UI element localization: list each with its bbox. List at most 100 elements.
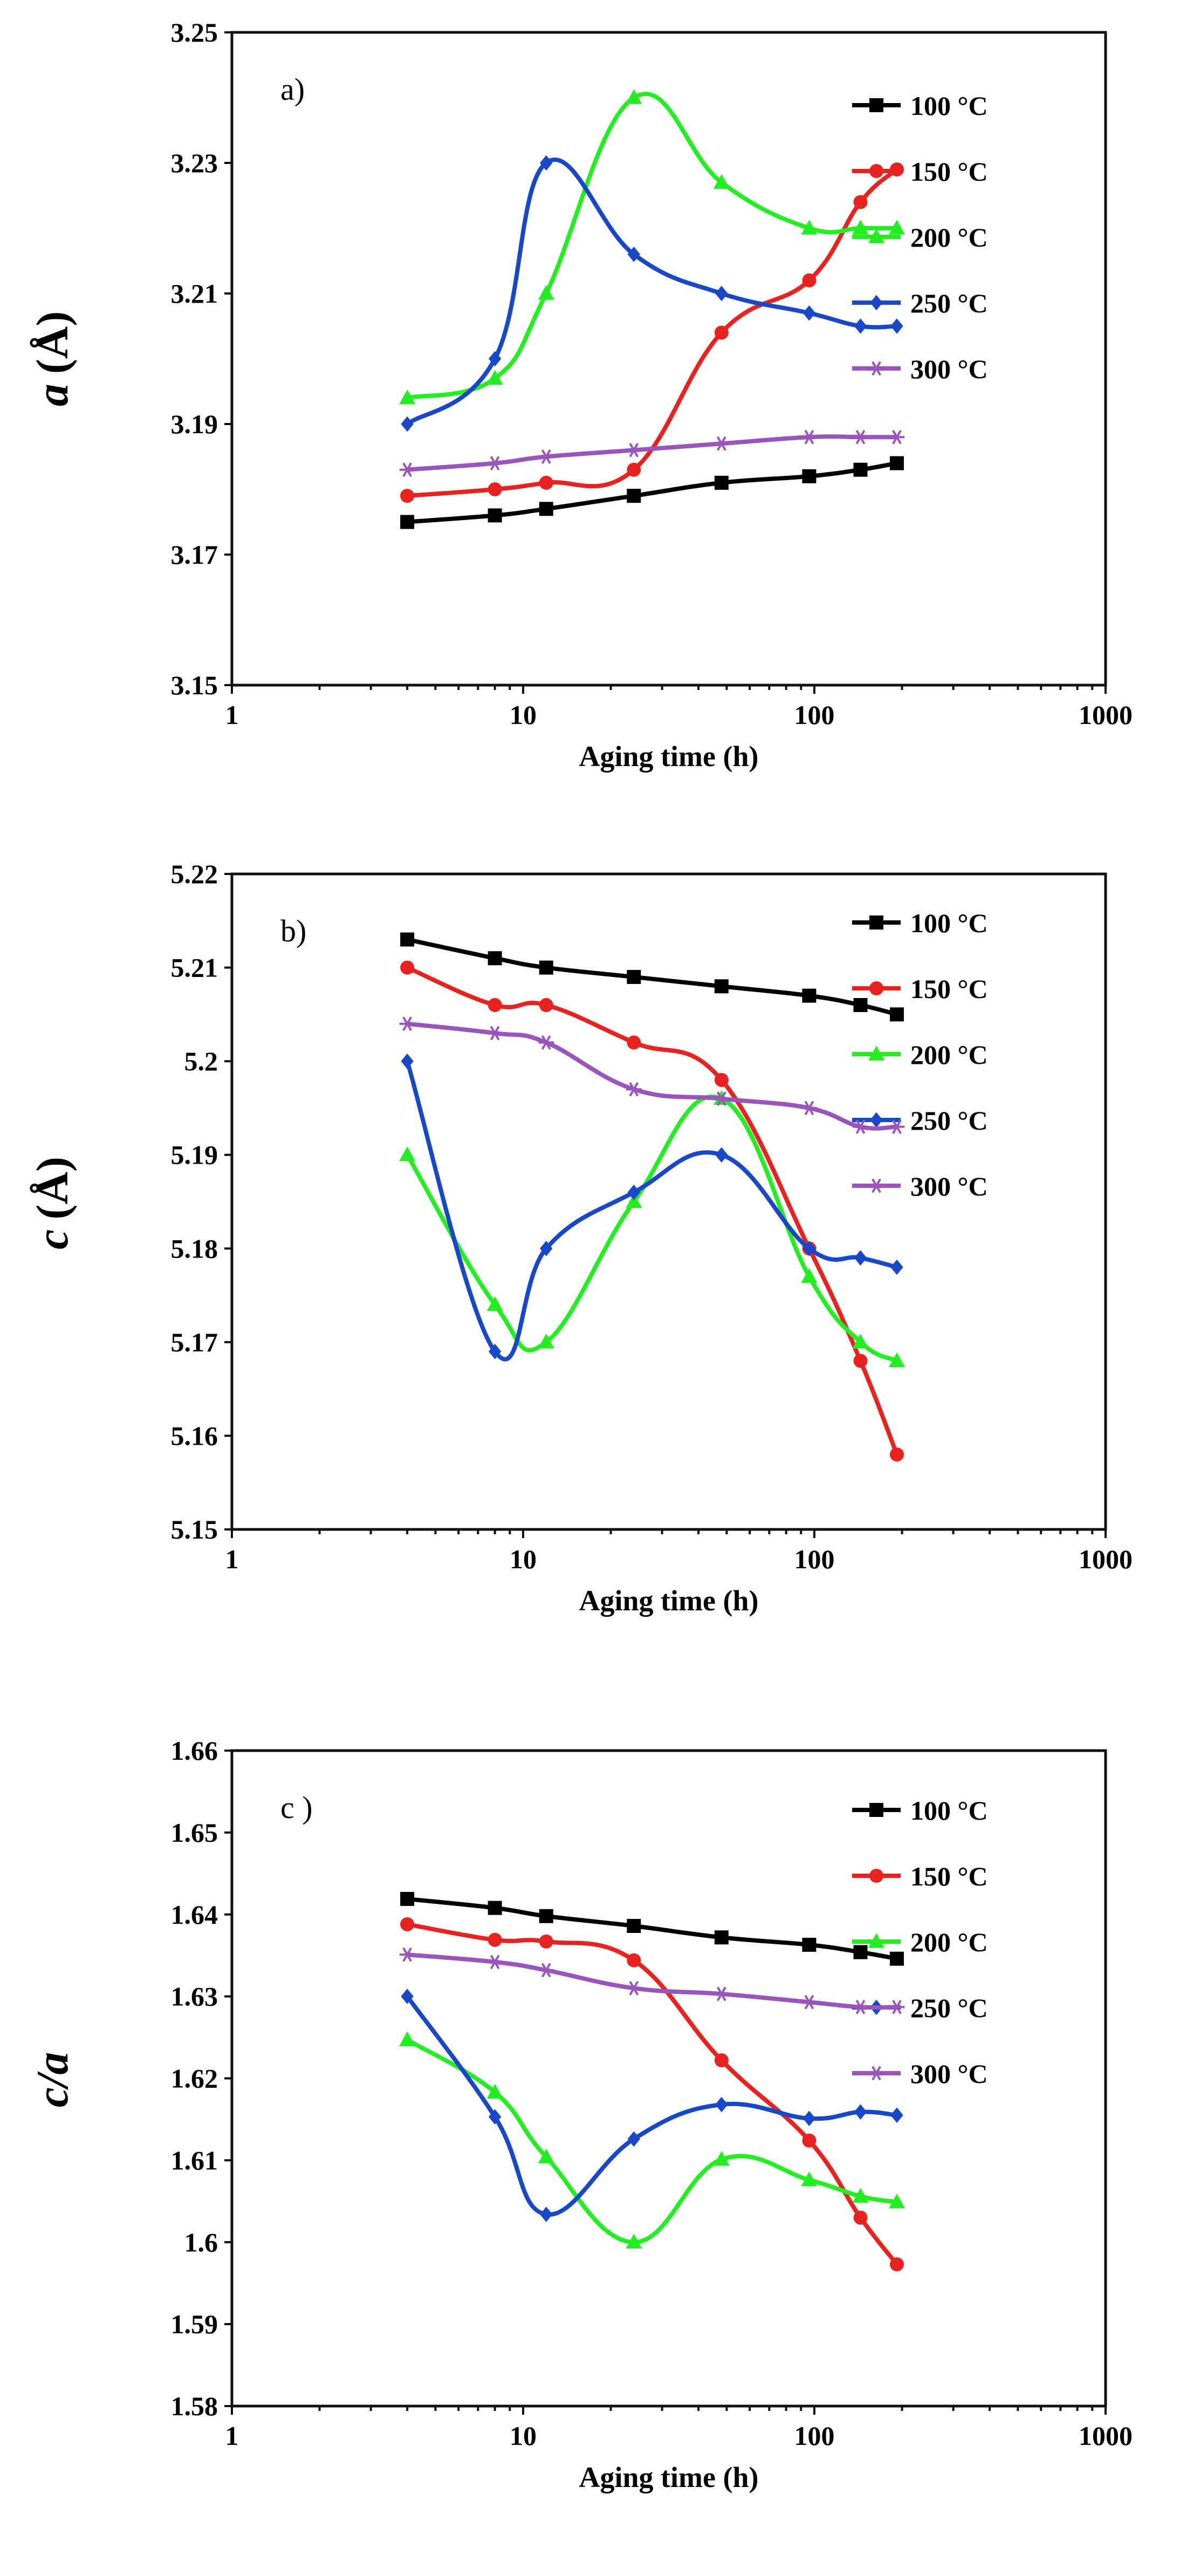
x-tick-label: 100: [794, 1544, 835, 1574]
legend-label: 100 °C: [910, 908, 988, 938]
data-point: [399, 1016, 415, 1031]
legend-label: 200 °C: [910, 1040, 988, 1070]
y-tick-label: 1.66: [171, 1735, 218, 1766]
data-point: [853, 1119, 868, 1135]
series-2: [400, 1917, 904, 2272]
series-line: [405, 1021, 899, 1131]
legend-entry-3: 200 °C: [852, 222, 988, 252]
data-point: [488, 1901, 502, 1915]
data-point: [714, 1930, 729, 1945]
y-tick-label: 3.21: [171, 278, 218, 309]
data-point: [539, 502, 553, 516]
data-point: [853, 998, 868, 1012]
data-point: [538, 2148, 554, 2163]
data-point: [890, 318, 903, 334]
legend-marker: [868, 361, 884, 376]
legend-label: 150 °C: [910, 1861, 988, 1891]
data-point: [853, 1945, 868, 1959]
legend-label: 150 °C: [910, 974, 988, 1004]
data-point: [488, 508, 502, 523]
data-point: [714, 1986, 730, 2001]
y-tick-label: 5.2: [184, 1046, 218, 1076]
data-point: [715, 2096, 728, 2113]
data-point: [399, 1947, 415, 1962]
data-point: [626, 1193, 642, 1208]
data-point: [802, 273, 817, 288]
data-point: [714, 2053, 729, 2068]
data-point: [802, 305, 816, 321]
data-point: [715, 1147, 728, 1163]
data-point: [539, 475, 553, 490]
data-point: [627, 1919, 641, 1933]
data-point: [400, 1891, 415, 1906]
data-point: [487, 1026, 503, 1041]
series-3: [399, 89, 905, 405]
plot-area: [230, 31, 1107, 687]
data-point: [889, 429, 905, 445]
legend-entry-1: 100 °C: [852, 1795, 988, 1826]
legend-marker: [869, 1869, 883, 1883]
legend-entry-2: 150 °C: [852, 1861, 988, 1891]
data-point: [889, 1999, 905, 2014]
data-point: [889, 220, 905, 235]
data-point: [889, 1007, 904, 1022]
y-tick-label: 5.15: [171, 1514, 218, 1545]
data-point: [538, 449, 554, 464]
data-point: [714, 1091, 730, 1106]
data-point: [802, 2110, 816, 2127]
legend-label: 300 °C: [910, 1171, 988, 1201]
series-1: [400, 932, 904, 1022]
data-point: [802, 469, 817, 483]
y-tick-label: 5.18: [171, 1233, 218, 1263]
data-point: [539, 960, 553, 975]
y-tick-label: 1.58: [171, 2391, 218, 2421]
legend-marker: [869, 915, 883, 930]
data-point: [488, 351, 502, 367]
x-tick-label: 1000: [1079, 700, 1133, 730]
data-point: [801, 2171, 818, 2186]
data-point: [400, 932, 415, 947]
data-point: [854, 2104, 867, 2120]
data-point: [399, 1146, 416, 1161]
x-axis-title: Aging time (h): [579, 740, 759, 773]
legend-label: 300 °C: [910, 2059, 988, 2089]
y-tick-label: 1.59: [171, 2309, 218, 2339]
data-point: [853, 429, 868, 445]
legend-marker: [868, 228, 884, 243]
series-5: [399, 1016, 905, 1135]
legend-marker: [870, 1112, 883, 1128]
y-axis-title: c/a: [28, 2052, 78, 2108]
series-3: [399, 2031, 905, 2249]
data-point: [715, 285, 728, 302]
data-point: [486, 2083, 503, 2099]
data-point: [714, 325, 729, 340]
data-point: [401, 416, 414, 432]
data-point: [854, 318, 867, 334]
series-4: [401, 1053, 903, 1362]
legend-label: 200 °C: [910, 1927, 988, 1957]
data-point: [538, 1035, 554, 1050]
data-point: [486, 1296, 503, 1311]
panel-label: b): [280, 913, 306, 948]
series-line: [405, 2038, 899, 2245]
legend-entry-1: 100 °C: [852, 908, 988, 938]
data-point: [538, 285, 554, 300]
y-tick-label: 5.22: [171, 859, 218, 889]
data-point: [853, 462, 868, 477]
data-point: [627, 969, 641, 984]
series-5: [399, 1947, 905, 2014]
data-point: [801, 429, 817, 445]
data-point: [626, 89, 642, 104]
y-tick-label: 1.64: [171, 1899, 218, 1930]
x-axis-title: Aging time (h): [579, 2461, 759, 2493]
series-line: [405, 965, 899, 1457]
series-line: [405, 434, 899, 472]
data-point: [627, 1035, 641, 1050]
legend-entry-3: 200 °C: [852, 1040, 988, 1070]
x-tick-label: 1000: [1079, 1544, 1133, 1574]
data-point: [889, 2194, 905, 2209]
legend-entry-3: 200 °C: [852, 1927, 988, 1957]
data-point: [400, 960, 415, 975]
data-point: [853, 1999, 868, 2014]
legend-entry-4: 250 °C: [852, 1105, 988, 1136]
